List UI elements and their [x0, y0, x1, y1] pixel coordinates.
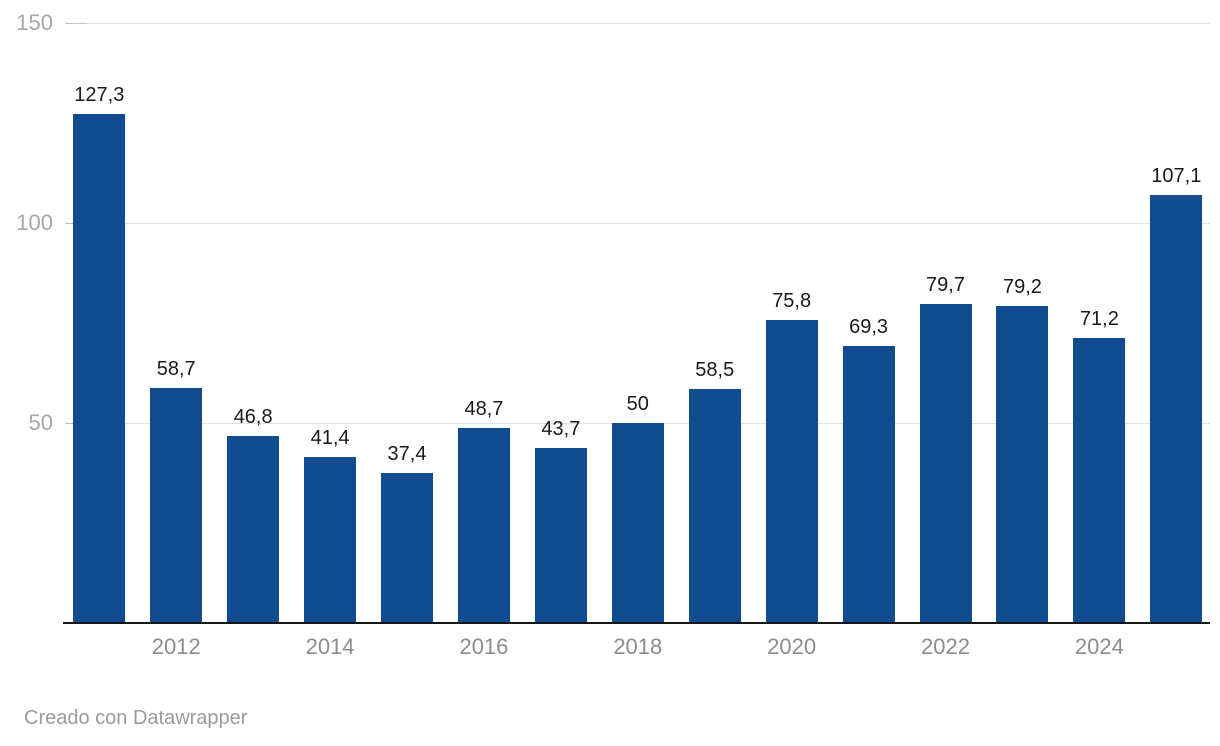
bar-2025 — [1150, 194, 1203, 623]
x-axis-label-2014: 2014 — [305, 634, 355, 659]
bar-value-label-2016: 48,7 — [464, 398, 504, 421]
bar-2015 — [381, 473, 434, 623]
bar-2021 — [842, 345, 895, 623]
bar-value-label-2025: 107,1 — [1151, 164, 1202, 187]
gridline-150 — [65, 23, 1210, 24]
bar-value-label-2018: 50 — [626, 393, 649, 415]
bar-value-label-2012: 58,7 — [156, 358, 196, 381]
y-axis-label-150: 150 — [16, 10, 53, 35]
bar-2017 — [534, 448, 587, 623]
x-axis-label-2016: 2016 — [459, 634, 509, 659]
bar-value-label-2019: 58,5 — [695, 359, 735, 381]
x-axis-label-2022: 2022 — [921, 634, 970, 659]
bar-2018 — [611, 423, 664, 623]
x-axis-label-2012: 2012 — [151, 634, 201, 659]
bar-value-label-2013: 46,8 — [233, 405, 273, 428]
x-axis-label-2024: 2024 — [1074, 634, 1124, 659]
bar-2024 — [1073, 338, 1126, 623]
bar-value-label-2015: 37,4 — [387, 443, 427, 466]
bar-value-label-2022: 79,7 — [926, 274, 965, 297]
bar-value-label-2024: 71,2 — [1079, 308, 1119, 331]
bar-value-label-2020: 75,8 — [772, 289, 812, 312]
bar-value-label-2011: 127,3 — [74, 83, 125, 106]
bar-2019 — [688, 389, 741, 623]
gridline-100 — [65, 223, 1210, 224]
bar-2013 — [227, 435, 280, 623]
bar-value-label-2017: 43,7 — [541, 418, 581, 441]
y-axis-label-50: 50 — [28, 410, 53, 435]
bar-2011 — [73, 113, 126, 623]
x-axis-label-2018: 2018 — [613, 634, 663, 659]
bar-value-label-2023: 79,2 — [1002, 276, 1042, 299]
credit-text: Creado con Datawrapper — [24, 707, 248, 729]
x-axis-line — [63, 622, 1210, 624]
bar-2023 — [996, 306, 1049, 623]
bar-2016 — [457, 428, 510, 623]
bar-2012 — [150, 388, 203, 623]
bar-2022 — [919, 304, 972, 623]
y-axis-label-100: 100 — [16, 210, 53, 235]
bar-2020 — [765, 319, 818, 623]
bar-value-label-2014: 41,4 — [310, 427, 350, 450]
bar-2014 — [304, 457, 357, 623]
bar-value-label-2021: 69,3 — [849, 315, 889, 338]
x-axis-label-2020: 2020 — [767, 634, 817, 659]
y-tick-150 — [65, 23, 87, 24]
